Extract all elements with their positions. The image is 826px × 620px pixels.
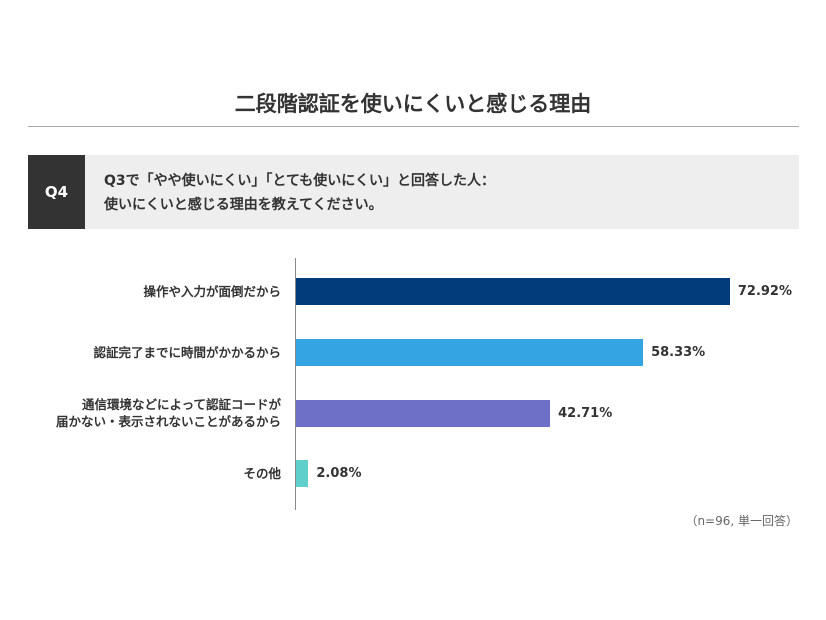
bar xyxy=(296,460,309,487)
value-label: 2.08% xyxy=(316,466,362,481)
page-title: 二段階認証を使いにくいと感じる理由 xyxy=(234,92,592,116)
category-label: 通信環境などによって認証コードが 届かない・表示されないことがあるから xyxy=(55,397,281,429)
y-axis-line xyxy=(295,258,296,510)
category-label: 操作や入力が面倒だから xyxy=(143,283,281,299)
question-tag: Q4 xyxy=(28,155,85,229)
value-label: 58.33% xyxy=(651,345,706,360)
question-line-2: 使いにくいと感じる理由を教えてください。 xyxy=(104,197,383,213)
question-box: Q4 Q3で「やや使いにくい」「とても使いにくい」と回答した人： 使いにくいと感… xyxy=(28,155,799,229)
bar xyxy=(296,278,730,305)
question-line-1: Q3で「やや使いにくい」「とても使いにくい」と回答した人： xyxy=(104,173,495,189)
bar xyxy=(296,339,644,366)
category-label: 認証完了までに時間がかかるから xyxy=(93,344,281,360)
sample-note: （n=96, 単一回答） xyxy=(685,514,798,528)
bar xyxy=(296,400,551,427)
question-text: Q3で「やや使いにくい」「とても使いにくい」と回答した人： 使いにくいと感じる理… xyxy=(104,169,495,217)
category-label: その他 xyxy=(243,465,281,481)
title-divider xyxy=(28,126,799,127)
value-label: 42.71% xyxy=(558,406,613,421)
value-label: 72.92% xyxy=(737,284,793,299)
